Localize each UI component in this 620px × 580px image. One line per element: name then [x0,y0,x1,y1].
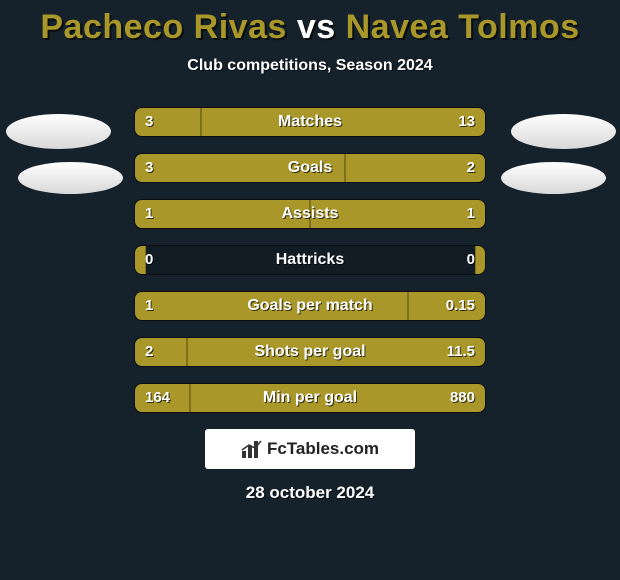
title-player-a: Pacheco Rivas [40,8,287,46]
stat-value-right: 1 [457,200,485,229]
avatar-player-a-back [18,162,123,194]
stat-value-right: 13 [448,108,485,137]
brand-text: FcTables.com [267,439,379,459]
stat-bar-right [201,108,485,136]
stat-row: 10.15Goals per match [134,291,486,321]
title-player-b: Navea Tolmos [346,8,580,46]
stat-value-left: 164 [135,384,180,413]
stat-row: 313Matches [134,107,486,137]
stat-row: 11Assists [134,199,486,229]
page-title: Pacheco Rivas vs Navea Tolmos [0,0,620,47]
avatar-player-b-front [511,114,616,149]
stat-rows: 313Matches32Goals11Assists00Hattricks10.… [134,107,486,413]
brand-badge: FcTables.com [205,429,415,469]
stat-value-right: 0 [457,246,485,275]
stat-value-left: 0 [135,246,163,275]
comparison-chart: 313Matches32Goals11Assists00Hattricks10.… [0,107,620,413]
stat-bar-left [135,154,345,182]
title-vs: vs [297,8,336,46]
subtitle: Club competitions, Season 2024 [0,57,620,75]
avatar-player-b-back [501,162,606,194]
stat-row: 32Goals [134,153,486,183]
stat-row: 164880Min per goal [134,383,486,413]
brand-icon [241,439,263,459]
stat-value-left: 1 [135,292,163,321]
stat-value-left: 2 [135,338,163,367]
stat-value-right: 11.5 [437,338,485,367]
stat-value-right: 0.15 [436,292,485,321]
stat-value-left: 1 [135,200,163,229]
stat-row: 211.5Shots per goal [134,337,486,367]
stat-value-right: 2 [457,154,485,183]
avatar-player-a-front [6,114,111,149]
stat-value-right: 880 [440,384,485,413]
date-label: 28 october 2024 [0,483,620,503]
stat-row: 0 0Hattricks [134,245,486,275]
stat-value-left: 3 [135,154,163,183]
stat-value-left: 3 [135,108,163,137]
stat-bar-left [135,292,408,320]
stat-label: Hattricks [135,246,485,275]
